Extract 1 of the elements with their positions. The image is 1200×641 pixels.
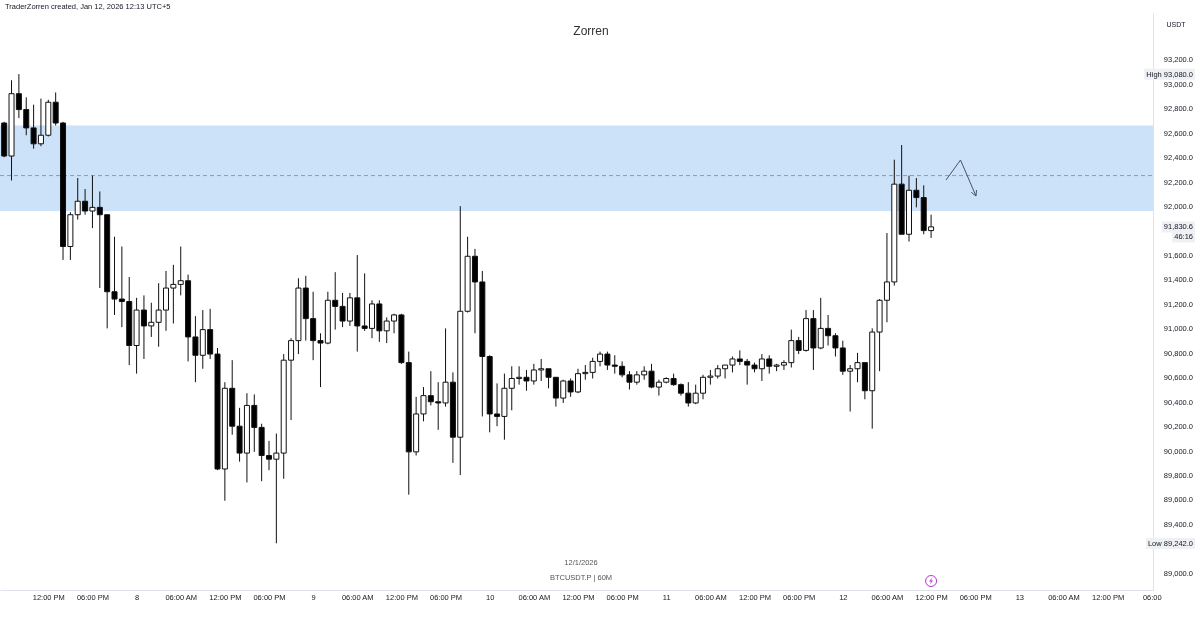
text: Zorren <box>573 24 609 38</box>
